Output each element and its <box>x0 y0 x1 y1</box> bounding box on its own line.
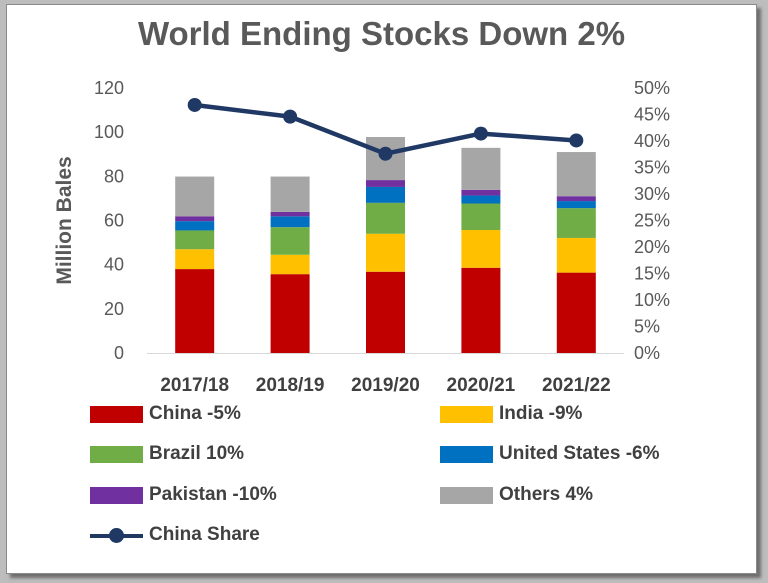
x-tick-label: 2019/20 <box>351 375 420 396</box>
x-tick-label: 2018/19 <box>256 375 325 396</box>
legend-swatch <box>440 445 493 463</box>
legend-label: United States -6% <box>499 443 660 464</box>
bar-segment <box>366 271 405 353</box>
legend-item: India -9% <box>440 402 582 426</box>
bar-segment <box>366 233 405 272</box>
bar-segment <box>175 230 215 250</box>
bar-segment <box>175 176 215 217</box>
legend-item: United States -6% <box>440 442 659 466</box>
y2-tick-label: 20% <box>634 237 670 257</box>
y2-tick-label: 35% <box>634 158 670 178</box>
bar-segment <box>270 227 310 255</box>
china-share-point <box>283 109 298 124</box>
chart-plot: 0 20 40 60 80 100 120 0% 5% 10% 15% 20% 25% 30% 35% 40%… <box>53 78 670 396</box>
y-tick-label: 40 <box>104 255 124 275</box>
bar-segment <box>556 152 596 197</box>
x-tick-label: 2020/21 <box>447 375 516 396</box>
legend-line-swatch <box>90 527 143 544</box>
bar-segment <box>556 272 596 353</box>
bar-segment <box>461 203 501 230</box>
y2-tick-label: 25% <box>634 211 670 231</box>
x-tick-label: 2021/22 <box>542 375 611 396</box>
y2-tick-label: 10% <box>634 290 670 310</box>
bar-segment <box>461 267 501 353</box>
y-tick-label: 120 <box>94 78 124 98</box>
bar-segment <box>556 237 596 273</box>
legend-item-line: China Share <box>90 523 260 547</box>
legend-label: China Share <box>149 524 260 545</box>
y2-tick-label: 45% <box>634 105 670 125</box>
x-tick-label: 2017/18 <box>160 375 229 396</box>
legend-item: China -5% <box>90 402 241 426</box>
bar-segment <box>175 269 215 353</box>
legend-label: Brazil 10% <box>149 443 245 464</box>
y2-tick-label: 0% <box>634 343 660 363</box>
bar-segment <box>270 176 310 212</box>
bar-segment <box>366 186 405 203</box>
bar-segment <box>461 189 501 196</box>
bar-segment <box>556 196 596 202</box>
bar-segment <box>175 249 215 270</box>
y-axis-label: Million Bales <box>53 156 76 284</box>
chart-panel: World Ending Stocks Down 2% 0 20 40 60 80 100… <box>6 4 757 574</box>
bar-segment <box>461 147 501 190</box>
y-tick-label: 100 <box>94 122 124 142</box>
y2-tick-label: 50% <box>634 78 670 98</box>
y2-tick-label: 15% <box>634 264 670 284</box>
legend-label: India -9% <box>499 403 583 424</box>
bar-segment <box>270 274 310 353</box>
bar-segment <box>366 180 405 187</box>
legend-item: Others 4% <box>440 483 593 507</box>
legend-label: Others 4% <box>499 484 593 505</box>
y-tick-label: 80 <box>104 166 124 186</box>
china-share-point <box>473 126 488 141</box>
y2-tick-label: 5% <box>634 317 660 337</box>
china-share-point <box>378 146 393 161</box>
bar-segment <box>556 201 596 209</box>
bar-segment <box>461 229 501 268</box>
bar-segment <box>270 216 310 228</box>
legend-label: China -5% <box>149 403 241 424</box>
y-tick-label: 20 <box>104 299 124 319</box>
y-tick-label: 0 <box>114 343 124 363</box>
china-share-point <box>569 133 584 148</box>
y-tick-label: 60 <box>104 211 124 231</box>
bar-segment <box>556 208 596 238</box>
legend-swatch <box>90 445 143 463</box>
bar-segment <box>175 216 215 222</box>
bar-segment <box>270 254 310 275</box>
bar-segment <box>366 202 405 234</box>
chart-title: World Ending Stocks Down 2% <box>137 15 626 52</box>
legend-item: Pakistan -10% <box>90 483 277 507</box>
legend-swatch <box>90 486 143 504</box>
legend-label: Pakistan -10% <box>149 484 277 505</box>
bar-segment <box>461 195 501 204</box>
china-share-point <box>187 97 202 112</box>
legend-item: Brazil 10% <box>90 442 244 466</box>
bar-segment <box>175 221 215 231</box>
legend-swatch <box>440 486 493 504</box>
legend-swatch <box>440 405 493 423</box>
y2-tick-label: 30% <box>634 184 670 204</box>
y2-tick-label: 40% <box>634 131 670 151</box>
legend-swatch <box>90 405 143 423</box>
bar-segment <box>270 211 310 217</box>
